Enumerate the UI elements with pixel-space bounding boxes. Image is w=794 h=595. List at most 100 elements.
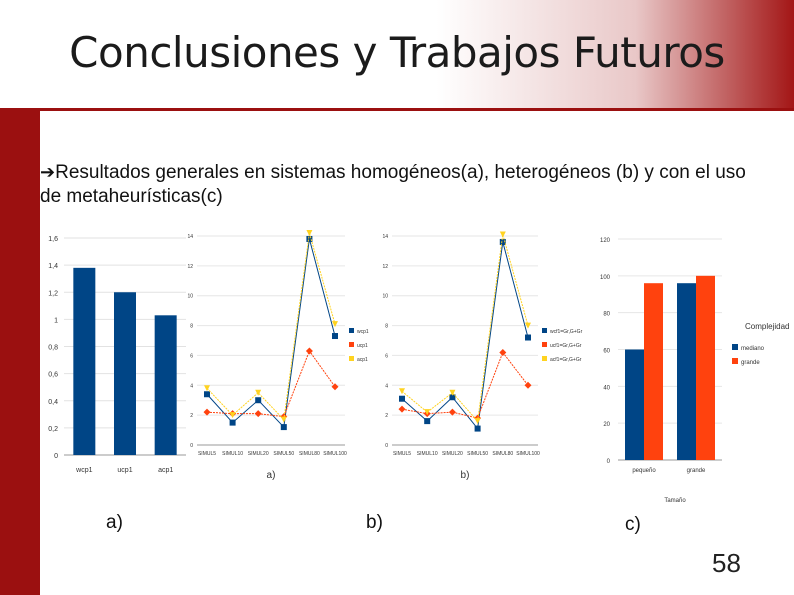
series-marker bbox=[280, 424, 287, 431]
y-tick-label: 0,6 bbox=[48, 372, 58, 379]
series-marker bbox=[306, 235, 313, 242]
y-tick-label: 1,2 bbox=[48, 290, 58, 297]
bullet-text: Resultados generales en sistemas homogén… bbox=[40, 162, 746, 207]
label-a: a) bbox=[106, 512, 123, 533]
left-sidebar-bar bbox=[0, 111, 40, 595]
series-marker bbox=[448, 408, 456, 416]
series-marker bbox=[525, 322, 531, 329]
line-chart-a: 0 2 4 6 8 10 12 14 SIMUL5 SIMUL10 SIMUL20 SIMUL50 SI… bbox=[187, 230, 369, 481]
y-tick-label: 0,2 bbox=[48, 426, 58, 433]
x-tick-label: SIMUL10 bbox=[417, 451, 438, 457]
legend-label: ucf1=Gr,G+Gr bbox=[550, 343, 582, 349]
legend-label: acp1 bbox=[357, 357, 368, 363]
legend-key bbox=[732, 344, 738, 350]
bar bbox=[73, 267, 96, 455]
bar bbox=[625, 349, 644, 460]
series-marker bbox=[398, 405, 406, 413]
series-marker bbox=[449, 389, 456, 396]
series-marker bbox=[399, 388, 405, 395]
x-tick-label: SIMUL10 bbox=[222, 451, 243, 457]
x-tick-label: pequeño bbox=[632, 468, 656, 474]
y-tick-label: 6 bbox=[385, 353, 388, 359]
x-tick-label: SIMUL80 bbox=[299, 451, 320, 457]
line-chart-b: 0 2 4 6 8 10 12 14 SIMUL5 SIMUL10 SIMUL20 SIMUL50 SI… bbox=[382, 231, 583, 481]
y-tick-label: 2 bbox=[385, 413, 388, 419]
y-tick-label: 10 bbox=[187, 294, 193, 300]
y-tick-label: 0,8 bbox=[48, 345, 58, 352]
y-tick-label: 14 bbox=[187, 234, 193, 240]
y-tick-label: 0,4 bbox=[48, 399, 58, 406]
legend-key bbox=[542, 342, 547, 347]
x-tick-label: ucp1 bbox=[117, 467, 132, 474]
y-tick-label: 4 bbox=[385, 383, 388, 389]
series-marker bbox=[424, 409, 431, 416]
x-axis-label: Tamaño bbox=[664, 498, 686, 504]
series-line bbox=[206, 232, 336, 421]
legend-key bbox=[542, 356, 547, 361]
series-marker bbox=[449, 394, 456, 401]
legend-key bbox=[349, 342, 354, 347]
title-divider bbox=[0, 108, 794, 111]
series-marker bbox=[331, 383, 339, 391]
y-tick-label: 14 bbox=[382, 234, 388, 240]
x-tick-label: wcp1 bbox=[75, 467, 92, 474]
series-marker bbox=[399, 395, 405, 402]
y-tick-label: 8 bbox=[385, 324, 388, 330]
y-tick-label: 0 bbox=[607, 459, 611, 465]
y-tick-label: 1 bbox=[54, 317, 58, 324]
legend-label: acf1=Gr,G+Gr bbox=[550, 357, 582, 363]
chart-caption: b) bbox=[461, 470, 470, 481]
x-tick-label: SIMUL20 bbox=[442, 451, 463, 457]
bar bbox=[677, 283, 696, 460]
legend-title: Complejidad bbox=[745, 322, 789, 331]
series-marker bbox=[255, 397, 262, 404]
bar-chart-c: 0 20 40 60 80 100 120 pequeño grande Tamaño Comple… bbox=[600, 238, 789, 504]
series-marker bbox=[203, 408, 211, 416]
y-tick-label: 8 bbox=[190, 324, 193, 330]
series-marker bbox=[255, 389, 262, 396]
y-tick-label: 60 bbox=[603, 349, 610, 355]
series-marker bbox=[499, 348, 507, 356]
y-tick-label: 12 bbox=[187, 264, 193, 270]
slide-title: Conclusiones y Trabajos Futuros bbox=[69, 28, 725, 77]
series-marker bbox=[332, 321, 338, 328]
x-tick-label: SIMUL80 bbox=[492, 451, 513, 457]
series-marker bbox=[254, 410, 262, 418]
x-tick-label: SIMUL100 bbox=[323, 451, 347, 457]
series-marker bbox=[229, 419, 236, 426]
series-marker bbox=[280, 416, 287, 423]
series-marker bbox=[474, 418, 481, 425]
y-tick-label: 6 bbox=[190, 353, 193, 359]
series-marker bbox=[424, 418, 431, 425]
x-tick-label: SIMUL50 bbox=[467, 451, 488, 457]
legend-label: wcf1=Gr,G+Gr bbox=[550, 329, 583, 335]
series-line bbox=[206, 349, 336, 418]
y-tick-label: 120 bbox=[600, 238, 611, 244]
y-tick-label: 20 bbox=[603, 422, 610, 428]
y-tick-label: 1,4 bbox=[48, 263, 58, 270]
series-line bbox=[401, 241, 529, 430]
y-tick-label: 2 bbox=[190, 413, 193, 419]
legend-key bbox=[349, 356, 354, 361]
chart-caption: a) bbox=[267, 470, 276, 481]
y-tick-label: 4 bbox=[190, 383, 193, 389]
series-marker bbox=[204, 391, 210, 398]
series-marker bbox=[306, 230, 313, 237]
series-marker bbox=[204, 385, 210, 392]
series-marker bbox=[524, 381, 532, 389]
series-marker bbox=[332, 333, 338, 340]
label-b: b) bbox=[366, 512, 383, 533]
arrow-icon: ➔ bbox=[40, 162, 56, 182]
y-tick-label: 10 bbox=[382, 294, 388, 300]
series-line bbox=[401, 234, 529, 423]
x-tick-label: acp1 bbox=[158, 467, 173, 474]
legend-key bbox=[732, 358, 738, 364]
legend-label: grande bbox=[741, 360, 760, 366]
x-tick-label: SIMUL5 bbox=[198, 451, 216, 457]
series-line bbox=[401, 351, 529, 419]
page-number: 58 bbox=[712, 548, 741, 578]
y-tick-label: 0 bbox=[385, 443, 388, 449]
series-marker bbox=[499, 238, 506, 245]
x-tick-label: SIMUL20 bbox=[248, 451, 269, 457]
legend-key bbox=[542, 328, 547, 333]
